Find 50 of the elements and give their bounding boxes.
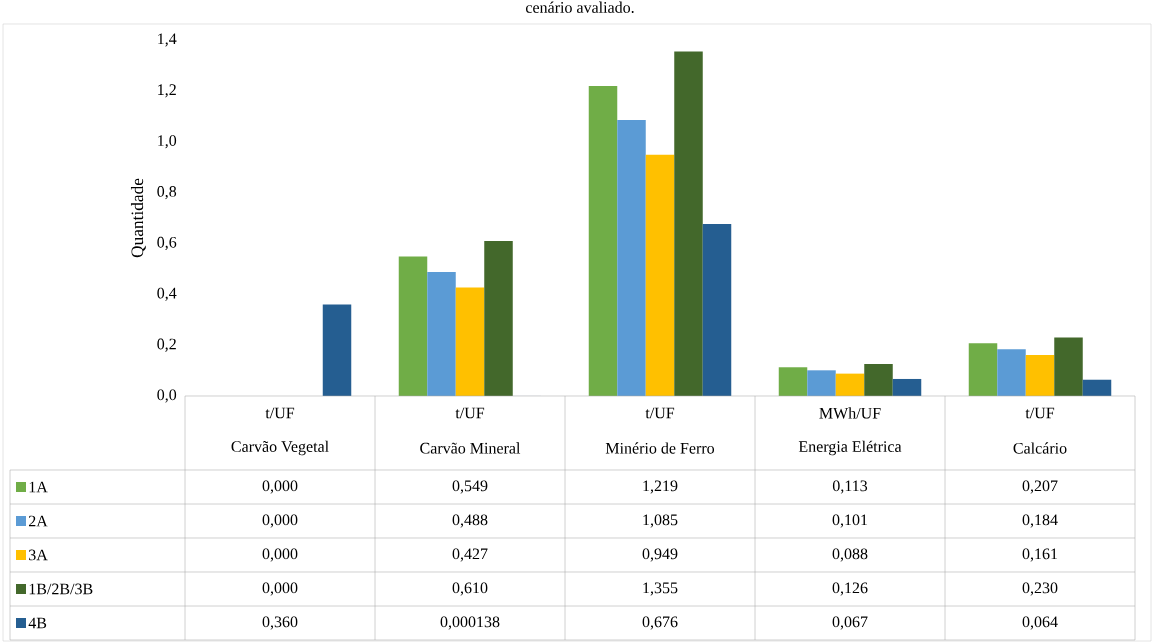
legend-label: 2A xyxy=(28,515,48,527)
legend-label: 3A xyxy=(29,549,48,561)
text: t/UF xyxy=(1025,407,1055,419)
data-label: 0,101 xyxy=(832,514,868,528)
text: t/UF xyxy=(645,407,675,419)
data-label: 0,427 xyxy=(452,548,488,562)
y-tick-label: 0,4 xyxy=(157,287,177,301)
legend-label: 1A xyxy=(29,481,48,493)
y-tick-label: 0,8 xyxy=(157,186,177,200)
data-label: 1,085 xyxy=(643,514,678,528)
data-label: 0,676 xyxy=(642,616,678,630)
y-tick-label: 1,4 xyxy=(158,33,177,47)
data-label: 0,161 xyxy=(1022,548,1058,562)
x-tick-label: Carvão Vegetal xyxy=(231,440,329,456)
y-tick-label: 0,2 xyxy=(157,338,176,352)
y-tick-label: 0,0 xyxy=(157,389,177,403)
y-tick-label: 1,2 xyxy=(158,84,176,98)
x-tick-label: Calcário xyxy=(1013,442,1067,454)
data-label: 0,000 xyxy=(262,548,298,562)
y-axis-title: Quantidade xyxy=(130,178,146,258)
data-label: 0,067 xyxy=(832,616,868,630)
data-label: 1,355 xyxy=(643,582,678,596)
data-label: 0,549 xyxy=(452,480,488,494)
data-label: 0,184 xyxy=(1022,514,1058,528)
text: t/UF xyxy=(265,407,295,419)
legend-label: 4B xyxy=(28,617,47,629)
data-label: 0,360 xyxy=(262,616,298,630)
data-label: 1,219 xyxy=(643,480,678,494)
x-tick-label: Minério de Ferro xyxy=(605,442,715,454)
text: t/UF xyxy=(455,407,485,419)
legend-label: 1B/2B/3B xyxy=(29,583,93,595)
data-label: 0,000138 xyxy=(440,616,500,630)
data-label: 0,000 xyxy=(262,582,298,596)
data-label: 0,949 xyxy=(642,548,678,562)
text: MWh/UF xyxy=(819,407,881,419)
data-label: 0,230 xyxy=(1022,582,1058,596)
data-label: 0,126 xyxy=(832,582,868,596)
data-label: 0,064 xyxy=(1022,616,1058,630)
data-label: 0,000 xyxy=(262,514,298,528)
x-tick-label: Carvão Mineral xyxy=(420,442,521,454)
data-label: 0,207 xyxy=(1022,480,1058,494)
data-label: 0,000 xyxy=(262,480,298,494)
x-tick-label: Energia Elétrica xyxy=(798,440,902,456)
chart-title: cenário avaliado. xyxy=(525,1,634,13)
data-label: 0,610 xyxy=(452,582,488,596)
data-label: 0,088 xyxy=(832,548,868,562)
y-tick-label: 1,0 xyxy=(158,135,177,149)
y-tick-label: 0,6 xyxy=(157,236,177,250)
data-label: 0,488 xyxy=(452,514,488,528)
data-label: 0,113 xyxy=(832,480,868,494)
